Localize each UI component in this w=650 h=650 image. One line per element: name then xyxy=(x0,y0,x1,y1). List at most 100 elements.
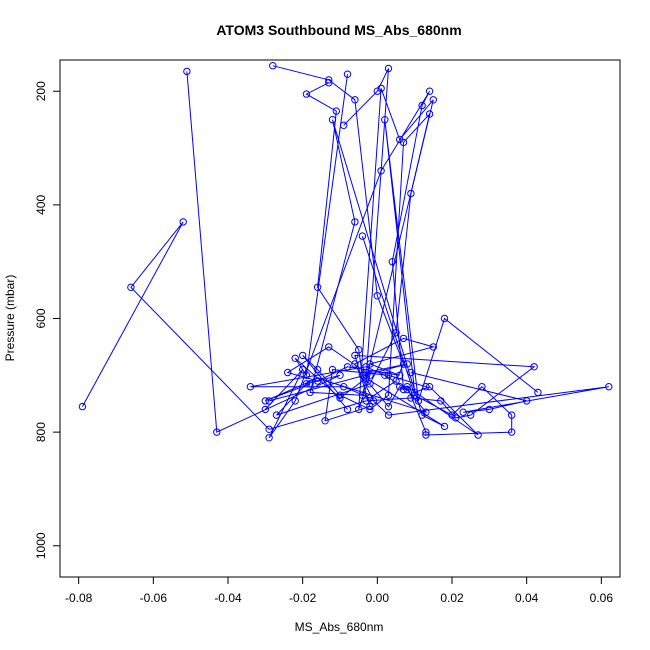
data-point xyxy=(358,232,367,240)
data-point xyxy=(422,383,430,391)
data-point xyxy=(127,283,135,292)
data-point xyxy=(325,76,333,84)
data-point xyxy=(299,365,307,374)
data-point xyxy=(508,428,516,436)
data-point xyxy=(369,397,378,405)
data-point xyxy=(411,388,419,397)
data-point xyxy=(355,346,363,354)
data-point xyxy=(440,314,449,323)
data-point xyxy=(302,90,311,98)
data-point xyxy=(313,283,322,292)
data-point xyxy=(351,360,359,368)
data-point xyxy=(384,411,393,419)
data-point xyxy=(530,363,538,371)
data-point xyxy=(343,70,352,78)
plot-area xyxy=(78,61,613,442)
data-point xyxy=(425,87,434,95)
data-point xyxy=(325,79,333,87)
data-point xyxy=(392,329,400,337)
data-point xyxy=(265,397,273,405)
data-point xyxy=(403,360,411,368)
data-point xyxy=(429,343,437,351)
data-point xyxy=(332,107,340,115)
data-point xyxy=(213,428,221,436)
y-tick-label: 800 xyxy=(34,422,48,442)
data-point xyxy=(437,397,445,405)
data-point xyxy=(403,383,411,391)
data-point xyxy=(246,383,255,391)
data-point xyxy=(388,258,396,266)
data-point xyxy=(377,167,385,175)
data-point xyxy=(313,377,322,385)
series-line-6 xyxy=(268,337,609,416)
data-point xyxy=(396,135,404,144)
data-point xyxy=(467,411,475,419)
data-point xyxy=(336,391,344,399)
data-point xyxy=(362,374,370,382)
data-point xyxy=(407,368,415,377)
data-point xyxy=(269,61,277,70)
series-points xyxy=(78,61,613,442)
x-tick-label: -0.08 xyxy=(65,591,93,605)
data-point xyxy=(351,96,359,104)
data-point xyxy=(261,397,270,405)
data-point xyxy=(474,431,482,439)
chart-title: ATOM3 Southbound MS_Abs_680nm xyxy=(216,22,461,38)
data-point xyxy=(366,360,374,368)
data-point xyxy=(358,391,367,399)
data-point xyxy=(265,434,273,442)
data-point xyxy=(302,371,311,379)
data-point xyxy=(399,360,408,368)
data-point xyxy=(523,397,531,405)
data-point xyxy=(425,110,434,118)
y-tick-label: 1000 xyxy=(34,532,48,559)
data-point xyxy=(422,428,430,436)
x-tick-label: 0.00 xyxy=(366,591,390,605)
series-line-4 xyxy=(81,221,536,430)
data-point xyxy=(313,365,322,374)
data-point xyxy=(265,425,273,433)
data-point xyxy=(351,218,359,226)
x-tick-label: -0.06 xyxy=(140,591,168,605)
data-point xyxy=(313,374,322,382)
data-point xyxy=(448,411,456,419)
data-point xyxy=(384,64,393,73)
y-tick-label: 600 xyxy=(34,308,48,328)
data-point xyxy=(508,411,516,419)
data-point xyxy=(381,371,389,379)
data-point xyxy=(422,431,430,439)
x-axis: -0.08 -0.06 -0.04 -0.02 0.00 0.02 0.04 0.06 xyxy=(65,576,613,605)
data-point xyxy=(351,351,359,360)
series-lines xyxy=(81,65,609,439)
data-point xyxy=(605,383,613,391)
y-tick-label: 400 xyxy=(34,195,48,215)
data-point xyxy=(272,411,281,419)
data-point xyxy=(425,383,434,391)
data-point xyxy=(396,371,404,379)
x-tick-label: 0.04 xyxy=(515,591,539,605)
data-point xyxy=(534,388,542,397)
data-point xyxy=(384,371,393,379)
x-tick-label: 0.02 xyxy=(440,591,464,605)
data-point xyxy=(340,121,348,130)
data-point xyxy=(336,394,344,402)
data-point xyxy=(373,87,381,95)
data-point xyxy=(403,385,411,394)
data-point xyxy=(306,388,314,397)
data-point xyxy=(411,391,419,399)
data-point xyxy=(414,397,423,405)
data-point xyxy=(440,422,449,431)
data-point xyxy=(478,383,486,391)
data-point xyxy=(366,402,374,411)
data-point xyxy=(381,116,389,124)
data-point xyxy=(373,292,381,300)
data-point xyxy=(306,380,314,388)
data-point xyxy=(284,368,292,377)
data-point xyxy=(302,380,311,388)
data-point xyxy=(485,405,493,414)
data-point xyxy=(418,411,426,419)
data-point xyxy=(362,397,370,405)
data-point xyxy=(291,397,299,405)
data-point xyxy=(261,405,270,414)
